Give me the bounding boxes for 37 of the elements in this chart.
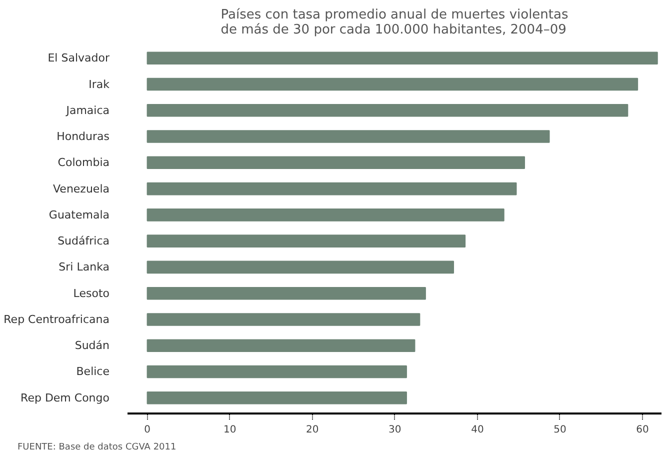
y-tick-label: Venezuela <box>53 182 110 196</box>
y-tick-label: Belice <box>76 365 110 378</box>
y-tick-label: Rep Centroafricana <box>4 312 110 326</box>
y-tick-label: El Salvador <box>48 52 110 65</box>
bar <box>146 130 550 143</box>
y-tick-label: Irak <box>88 78 110 91</box>
x-tick-label: 40 <box>471 424 484 436</box>
bar <box>146 52 658 65</box>
source-note: FUENTE: Base de datos CGVA 2011 <box>18 442 176 452</box>
y-tick-label: Colombia <box>58 156 110 170</box>
x-tick-label: 60 <box>636 424 649 436</box>
bar <box>146 313 420 326</box>
y-tick-label: Guatemala <box>48 208 110 222</box>
x-tick-label: 20 <box>306 424 319 436</box>
chart-title: Países con tasa promedio anual de muertes violentas de más de 30 por cada 100.000 habitantes, 2004–09 <box>220 8 568 38</box>
bar <box>146 104 628 117</box>
bar <box>146 156 525 170</box>
bar <box>146 391 407 404</box>
y-tick-label: Honduras <box>56 130 110 144</box>
y-tick-label: Sri Lanka <box>58 260 110 274</box>
y-tick-label: Sudáfrica <box>58 234 110 248</box>
bar <box>146 260 454 274</box>
x-tick-label: 30 <box>388 424 402 436</box>
bar <box>146 208 504 222</box>
x-tick-label: 0 <box>144 424 150 436</box>
x-tick-label: 10 <box>223 424 236 436</box>
y-tick-label: Rep Dem Congo <box>20 391 110 404</box>
bar <box>146 182 517 196</box>
bar <box>146 365 407 378</box>
y-tick-label: Lesoto <box>73 286 110 300</box>
y-tick-label: Jamaica <box>65 104 110 117</box>
bar <box>146 78 638 91</box>
x-tick-label: 50 <box>554 424 566 436</box>
y-tick-label: Sudán <box>74 339 110 352</box>
bar <box>146 339 416 352</box>
bar <box>146 286 426 300</box>
bar <box>146 234 466 248</box>
